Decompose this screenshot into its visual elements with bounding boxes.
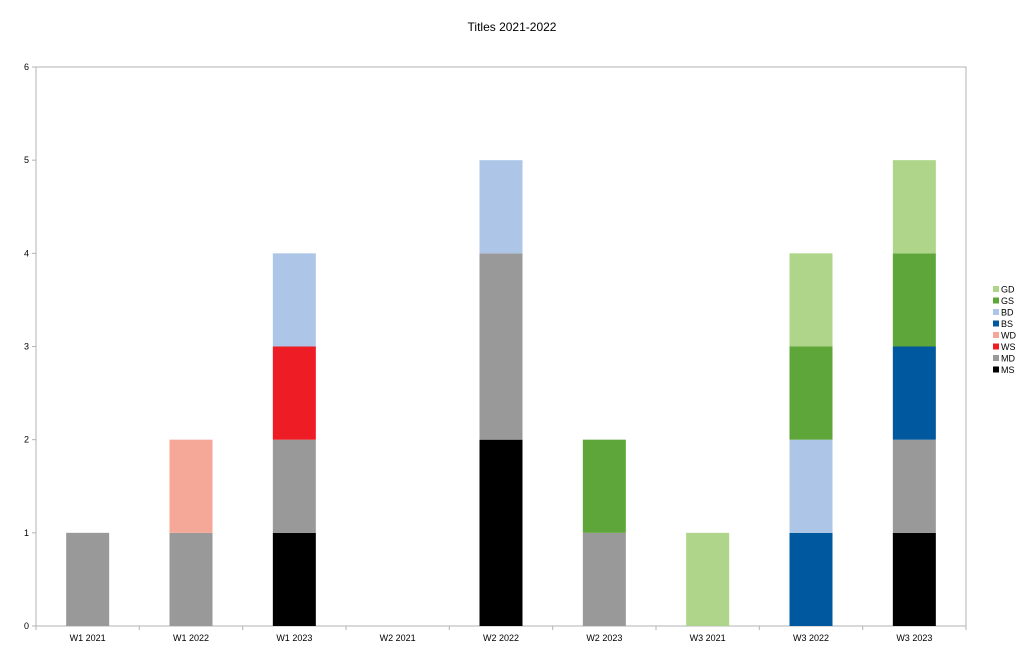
bar-segment-bs <box>892 346 936 440</box>
bar-segment-gd <box>892 160 936 254</box>
bar-segment-ms <box>892 532 936 626</box>
bar-segment-md <box>582 532 626 626</box>
bar-segment-md <box>272 439 316 533</box>
legend-swatch-bd <box>993 309 999 315</box>
bar-segment-md <box>479 253 523 440</box>
legend-swatch-gd <box>993 286 999 292</box>
bar-segment-md <box>169 532 213 626</box>
legend-label-gd: GD <box>1001 285 1015 295</box>
x-tick-label: W2 2022 <box>483 633 519 643</box>
legend-label-ws: WS <box>1001 342 1016 352</box>
x-tick-label: W3 2022 <box>793 633 829 643</box>
x-tick-label: W3 2021 <box>690 633 726 643</box>
legend-label-wd: WD <box>1001 331 1016 341</box>
bar-segment-gs <box>892 253 936 347</box>
y-tick-label: 6 <box>24 62 29 72</box>
bar-segment-bd <box>789 439 833 533</box>
legend-label-bs: BS <box>1001 319 1013 329</box>
x-tick-label: W1 2021 <box>70 633 106 643</box>
y-tick-label: 2 <box>24 435 29 445</box>
chart-title: Titles 2021-2022 <box>468 20 557 34</box>
bar-segment-bs <box>789 532 833 626</box>
plot-area: 0 1 2 3 4 5 6 W1 2021 W1 2022 W1 2023 W2 2021 W2 20… <box>24 62 967 643</box>
legend-swatch-ws <box>993 343 999 350</box>
legend-label-gs: GS <box>1001 296 1014 306</box>
y-tick-label: 0 <box>24 621 29 631</box>
legend-swatch-bs <box>993 320 999 327</box>
bar-segment-gd <box>686 532 730 626</box>
bar-segment-wd <box>169 439 213 533</box>
y-tick-label: 3 <box>24 342 29 352</box>
legend-label-bd: BD <box>1001 308 1014 318</box>
bar-segment-ws <box>272 346 316 440</box>
bar-segment-bd <box>479 160 523 254</box>
legend-swatch-gs <box>993 297 999 304</box>
bar-segment-ms <box>479 439 523 626</box>
legend-swatch-wd <box>993 332 999 338</box>
legend-swatch-ms <box>993 366 999 373</box>
x-tick-label: W1 2022 <box>173 633 209 643</box>
bar-segment-md <box>66 532 110 626</box>
bar-segment-gd <box>789 253 833 347</box>
y-tick-label: 4 <box>24 248 29 258</box>
x-tick-label: W2 2021 <box>380 633 416 643</box>
y-tick-label: 5 <box>24 155 29 165</box>
x-tick-label: W2 2023 <box>586 633 622 643</box>
bar-segment-bd <box>272 253 316 347</box>
legend-label-ms: MS <box>1001 365 1015 375</box>
bar-segment-gs <box>582 439 626 533</box>
x-tick-label: W1 2023 <box>276 633 312 643</box>
bar-segment-gs <box>789 346 833 440</box>
bar-segment-ms <box>272 532 316 626</box>
legend-swatch-md <box>993 355 999 361</box>
legend-label-md: MD <box>1001 354 1015 364</box>
y-tick-label: 1 <box>24 528 29 538</box>
bar-segment-md <box>892 439 936 533</box>
x-tick-label: W3 2023 <box>896 633 932 643</box>
